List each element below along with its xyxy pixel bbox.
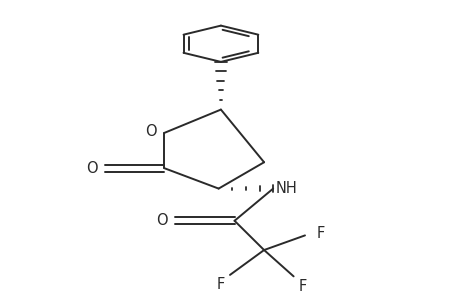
Text: F: F xyxy=(316,226,324,242)
Text: O: O xyxy=(156,213,167,228)
Text: F: F xyxy=(216,277,224,292)
Text: F: F xyxy=(298,279,307,294)
Text: NH: NH xyxy=(275,181,297,196)
Text: O: O xyxy=(86,160,98,175)
Text: O: O xyxy=(145,124,157,139)
